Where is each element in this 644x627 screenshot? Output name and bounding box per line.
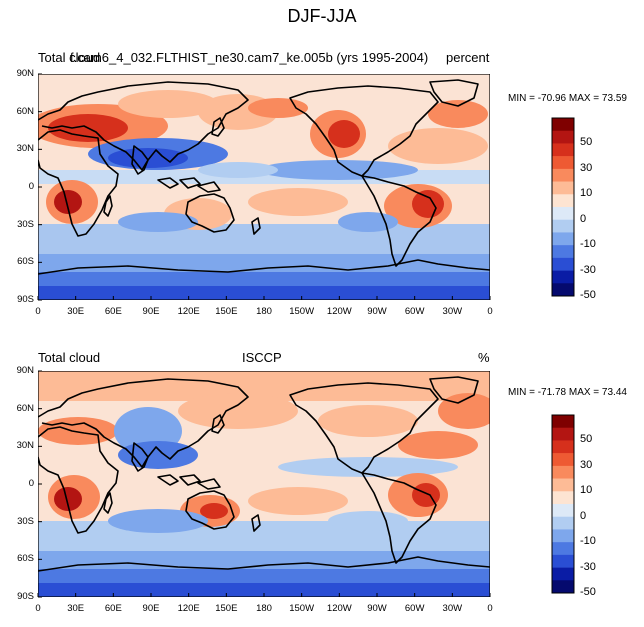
- colorbar-swatch: [552, 567, 574, 581]
- colorbar-label: 50: [580, 136, 593, 149]
- lon-tick-label: 120E: [177, 603, 200, 614]
- panel2-center-label: ISCCP: [242, 350, 282, 365]
- lon-tick-label: 120E: [177, 306, 200, 317]
- figure-title: DJF-JJA: [287, 6, 357, 26]
- colorbar-label: -10: [580, 238, 596, 251]
- colorbar-swatch: [552, 516, 574, 530]
- lon-tick-label: 90E: [142, 603, 160, 614]
- lat-tick-label: 30N: [16, 143, 34, 155]
- lat-tick-label: 60N: [16, 105, 34, 117]
- colorbar-swatch: [552, 219, 574, 233]
- panel1-center-label: f.cam6_4_032.FLTHIST_ne30.cam7_ke.005b (…: [70, 50, 429, 65]
- lon-tick-label: 0: [487, 306, 493, 317]
- colorbar-label: -10: [580, 535, 596, 548]
- lon-tick-label: 120W: [326, 603, 352, 614]
- lon-tick-label: 30W: [442, 603, 463, 614]
- lon-tick-label: 30E: [67, 306, 85, 317]
- lat-tick-label: 0: [28, 181, 34, 192]
- colorbar-label: 30: [580, 458, 593, 471]
- lat-tick-label: 60S: [17, 553, 34, 565]
- colorbar-swatch: [552, 283, 574, 297]
- colorbar-swatch: [552, 168, 574, 182]
- lon-tick-label: 60E: [104, 306, 122, 317]
- colorbar-label: 30: [580, 161, 593, 174]
- colorbar-swatch: [552, 118, 574, 132]
- colorbar-swatch: [552, 491, 574, 505]
- colorbar-swatch: [552, 143, 574, 157]
- lon-tick-label: 60E: [104, 603, 122, 614]
- lat-tick-label: 90S: [17, 294, 34, 305]
- colorbar-label: 0: [580, 509, 587, 522]
- lon-tick-label: 0: [487, 603, 493, 614]
- colorbar-label: 0: [580, 212, 587, 225]
- panel2-left-label: Total cloud: [38, 350, 101, 365]
- lat-tick-label: 30N: [16, 440, 34, 452]
- colorbar-swatch: [552, 232, 574, 246]
- lat-tick-label: 90S: [17, 591, 34, 602]
- colorbar-swatch: [552, 580, 574, 594]
- colorbar-swatch: [552, 504, 574, 518]
- colorbar-label: -30: [580, 263, 596, 276]
- colorbar-swatch: [552, 270, 574, 284]
- lon-tick-label: 180: [256, 603, 272, 614]
- panel1-minmax: MIN = -70.96 MAX = 73.59: [508, 93, 627, 104]
- panel2-map: [38, 371, 490, 597]
- panel1-right-label: percent: [446, 50, 490, 65]
- colorbar-label: 10: [580, 187, 593, 200]
- colorbar-swatch: [552, 440, 574, 454]
- colorbar-swatch: [552, 257, 574, 271]
- colorbar-label: -50: [580, 289, 596, 301]
- lat-tick-label: 30S: [17, 515, 34, 527]
- lon-tick-label: 180: [256, 306, 272, 317]
- panel2-minmax: MIN = -71.78 MAX = 73.44: [508, 387, 627, 398]
- colorbar-swatch: [552, 554, 574, 568]
- colorbar-swatch: [552, 181, 574, 195]
- lat-tick-label: 0: [28, 478, 34, 489]
- panel2-right-label: %: [478, 350, 490, 365]
- colorbar-swatch: [552, 156, 574, 170]
- colorbar-swatch: [552, 427, 574, 441]
- lon-tick-label: 150E: [215, 306, 238, 317]
- panel1-left-label: Total cloud: [38, 50, 101, 65]
- axis-ticks: [37, 73, 491, 598]
- lon-tick-label: 0: [35, 306, 41, 317]
- lon-tick-label: 30E: [67, 603, 85, 614]
- colorbar-label: 50: [580, 433, 593, 446]
- colorbar-label: -50: [580, 586, 596, 598]
- lon-tick-label: 120W: [326, 306, 352, 317]
- colorbar-swatch: [552, 207, 574, 221]
- lon-tick-label: 150W: [289, 306, 315, 317]
- colorbar-label: -30: [580, 560, 596, 573]
- colorbar-swatch: [552, 478, 574, 492]
- lat-tick-label: 30S: [17, 218, 34, 230]
- colorbar-swatch: [552, 453, 574, 467]
- lat-tick-label: 90N: [16, 68, 34, 79]
- colorbar-swatch: [552, 465, 574, 479]
- lon-tick-label: 30W: [442, 306, 463, 317]
- lon-tick-label: 150E: [215, 603, 238, 614]
- panel1-map: [38, 74, 490, 300]
- colorbar-swatch: [552, 529, 574, 543]
- lat-tick-label: 60N: [16, 402, 34, 414]
- lon-tick-label: 60W: [404, 603, 425, 614]
- lon-tick-label: 150W: [289, 603, 315, 614]
- colorbar-swatch: [552, 194, 574, 208]
- colorbar-frame: [551, 117, 575, 297]
- colorbar-swatch: [552, 245, 574, 259]
- lon-tick-label: 60W: [404, 306, 425, 317]
- lon-tick-label: 90W: [367, 306, 387, 317]
- lon-tick-label: 0: [35, 603, 41, 614]
- lon-tick-label: 90W: [367, 603, 387, 614]
- lon-tick-label: 90E: [142, 306, 160, 317]
- lat-tick-label: 90N: [16, 365, 34, 376]
- colorbar-frame: [551, 414, 575, 594]
- colorbars: [551, 117, 575, 594]
- colorbar-swatch: [552, 130, 574, 144]
- lat-tick-label: 60S: [17, 256, 34, 268]
- colorbar-swatch: [552, 542, 574, 556]
- colorbar-swatch: [552, 415, 574, 429]
- colorbar-label: 10: [580, 484, 593, 497]
